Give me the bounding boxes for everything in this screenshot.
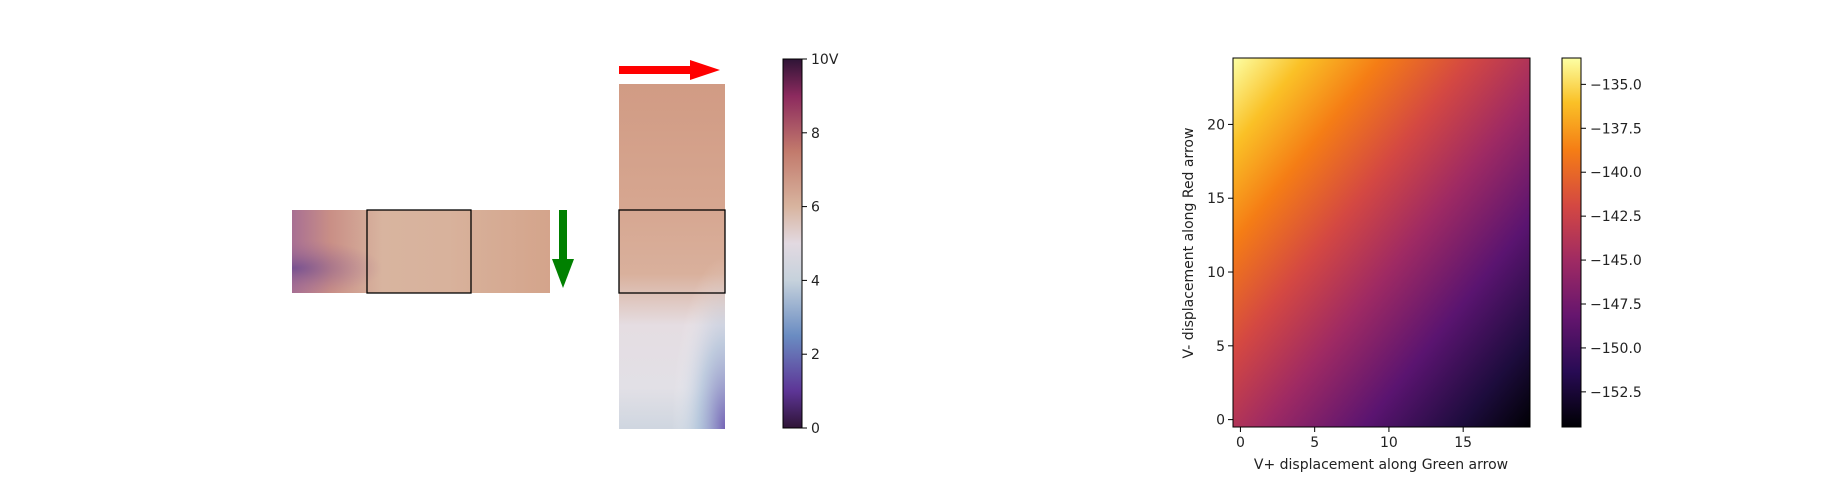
x-axis-label: V+ displacement along Green arrow [1254,457,1508,473]
x-tick-label: 0 [1236,435,1245,451]
potential-map-vertical [619,84,725,429]
y-tick-label: 20 [1207,117,1225,133]
energy-heatmap [1232,57,1531,428]
y-tick-label: 10 [1207,265,1225,281]
potential-map-horizontal [292,210,550,293]
colorbar-tick-label: −150.0 [1590,341,1642,357]
y-tick-label: 0 [1216,413,1225,429]
y-tick-label: 5 [1216,339,1225,355]
y-axis-label: V- displacement along Red arrow [1181,128,1197,359]
colorbar-tick-label: 6 [811,200,820,216]
y-axis-ticks: 0 5 10 15 20 [1207,117,1233,429]
colorbar-tick-label: 8 [811,126,820,142]
voltage-colorbar: 0 2 4 6 8 10V [782,52,839,437]
x-tick-label: 5 [1310,435,1319,451]
colorbar-tick-label: −140.0 [1590,165,1642,181]
colorbar-tick-label: 4 [811,273,820,289]
colorbar-tick-label: −135.0 [1590,77,1642,93]
x-axis-ticks: 0 5 10 15 [1236,427,1472,451]
colorbar-tick-label: 2 [811,347,820,363]
energy-colorbar: −135.0 −137.5 −140.0 −142.5 −145.0 −147.5 −150… [1561,57,1642,428]
colorbar-tick-label: −142.5 [1590,209,1642,225]
colorbar-tick-label: 10V [811,52,839,68]
colorbar-tick-label: −145.0 [1590,253,1642,269]
green-arrow [552,210,574,288]
x-tick-label: 10 [1380,435,1398,451]
colorbar-tick-label: −147.5 [1590,297,1642,313]
red-arrow [619,60,720,80]
y-tick-label: 15 [1207,191,1225,207]
colorbar-tick-label: −152.5 [1590,385,1642,401]
x-tick-label: 15 [1454,435,1472,451]
horizontal-overlap-box [366,209,472,294]
colorbar-tick-label: −137.5 [1590,121,1642,137]
vertical-overlap-box [618,209,726,294]
colorbar-tick-label: 0 [811,421,820,437]
